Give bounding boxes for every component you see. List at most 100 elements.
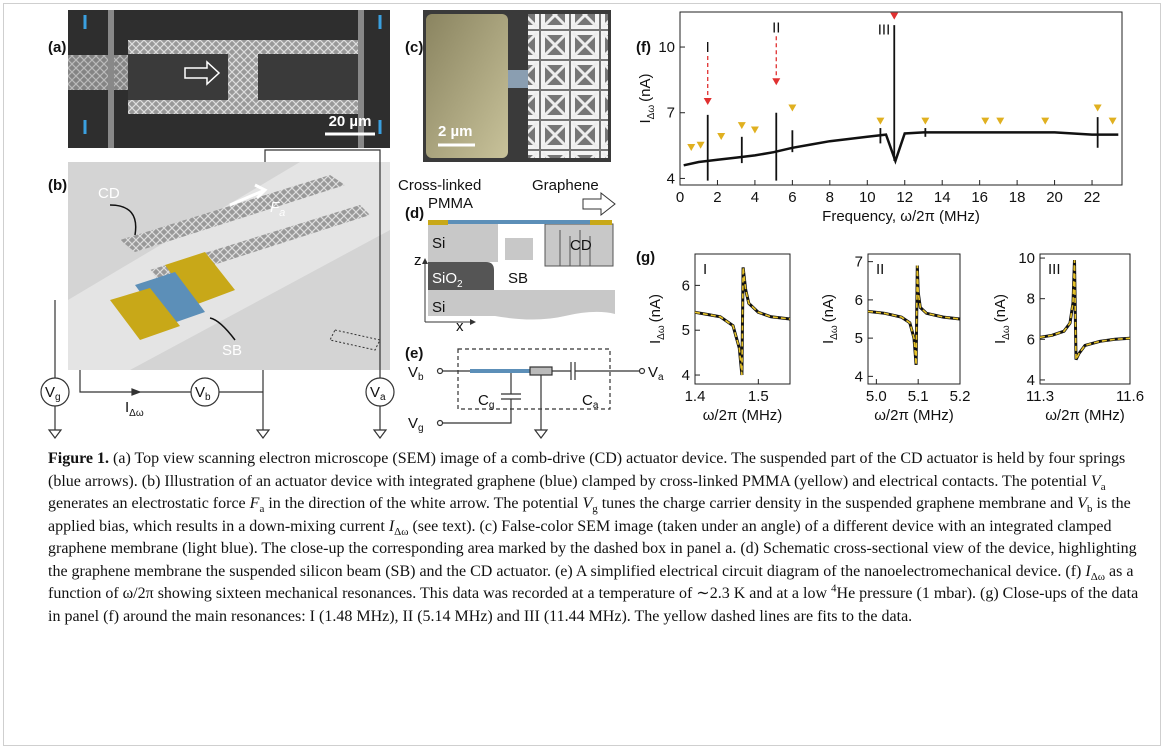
- subpanel-label: I: [703, 261, 707, 278]
- cross-section: [422, 191, 616, 325]
- caption-run: a: [1100, 480, 1106, 493]
- panel-label: (f): [636, 39, 651, 56]
- c-symbol: C: [582, 392, 593, 409]
- sb-label: SB: [508, 270, 528, 287]
- v-sub: a: [658, 372, 664, 383]
- panel-label: (g): [636, 249, 655, 266]
- caption-run: 4: [831, 582, 837, 595]
- x-tick-label: 5.2: [950, 388, 971, 405]
- y-axis-label: IΔω (nA): [637, 73, 657, 123]
- fit-line: [1039, 260, 1131, 360]
- si-label: Si: [432, 235, 445, 252]
- sio2-label: SiO2: [432, 270, 463, 290]
- vb-label: Vb: [408, 364, 424, 383]
- y-label-sub: Δω: [1001, 325, 1012, 340]
- data-line: [683, 131, 1119, 167]
- fit-line: [867, 265, 961, 365]
- y-label-unit: (nA): [647, 294, 664, 322]
- y-label-symbol: I: [820, 340, 837, 344]
- i-sub: Δω: [129, 408, 144, 419]
- caption-run: (see text). (c) False-color SEM image (t…: [48, 517, 1137, 580]
- y-label-sub: Δω: [646, 105, 657, 120]
- circuit-e: [436, 348, 646, 439]
- vg-label: Vg: [408, 415, 424, 434]
- x-axis-label: ω/2π (MHz): [703, 407, 783, 424]
- panel-label: (c): [405, 39, 423, 56]
- peak-marker: [890, 12, 899, 20]
- circuit-b: [40, 149, 395, 439]
- caption-run: b: [1087, 503, 1093, 516]
- caption-run: I: [1085, 562, 1091, 580]
- resonance-marker: [788, 104, 797, 112]
- resonance-marker: [717, 133, 726, 141]
- v-symbol: V: [45, 384, 55, 401]
- y-tick-label: 6: [682, 277, 690, 294]
- panel-label: (d): [405, 205, 424, 222]
- y-label-unit: (nA): [992, 294, 1009, 322]
- x-tick-label: 1.5: [748, 388, 769, 405]
- caption-run: V: [582, 495, 593, 512]
- peak-label: I: [706, 39, 710, 56]
- pmma-label: Cross-linked: [398, 177, 481, 194]
- illustration-b: CD Fa SB: [68, 162, 390, 370]
- resonance-marker: [1093, 104, 1102, 112]
- x-tick-label: 22: [1084, 189, 1101, 206]
- x-tick-label: 12: [896, 189, 913, 206]
- x-tick-label: 0: [676, 189, 684, 206]
- x-tick-label: 11.3: [1026, 388, 1054, 405]
- y-label-sub: Δω: [829, 325, 840, 340]
- caption-run: a: [259, 503, 265, 516]
- x-axis-label: ω/2π (MHz): [874, 407, 954, 424]
- v-symbol: V: [408, 364, 418, 381]
- vb-label: Vb: [195, 384, 211, 403]
- scale-bar-label: 20 µm: [329, 113, 372, 130]
- resonance-marker: [737, 122, 746, 130]
- y-tick-label: 4: [682, 367, 690, 384]
- data-line: [867, 265, 961, 366]
- x-tick-label: 16: [971, 189, 988, 206]
- x-axis-label: ω/2π (MHz): [1045, 407, 1125, 424]
- caption-run: Figure 1.: [48, 450, 110, 467]
- y-tick-label: 4: [855, 368, 863, 385]
- resonance-marker: [876, 117, 885, 125]
- i-symbol: I: [125, 399, 129, 416]
- x-tick-label: 1.4: [685, 388, 706, 405]
- caption: Figure 1. (a) Top view scanning electron…: [48, 448, 1140, 628]
- y-axis-label: IΔω (nA): [820, 294, 840, 344]
- force-symbol: F: [270, 199, 280, 216]
- y-tick-label: 7: [855, 254, 863, 271]
- caption-run: (a) Top view scanning electron microscop…: [48, 450, 1126, 490]
- caption-run: g: [592, 503, 598, 516]
- subpanel-label: II: [876, 261, 884, 278]
- y-tick-label: 4: [1027, 372, 1035, 389]
- resonance-marker: [750, 126, 759, 134]
- panel-label: (b): [48, 177, 67, 194]
- pmma-label: PMMA: [428, 195, 473, 212]
- y-tick-label: 7: [667, 105, 675, 122]
- x-tick-label: 10: [859, 189, 876, 206]
- peak-label: III: [878, 22, 891, 39]
- fit-line: [694, 267, 791, 376]
- v-sub: b: [205, 392, 211, 403]
- y-tick-label: 4: [667, 170, 675, 187]
- plot-frame: [679, 11, 1123, 186]
- y-tick-label: 6: [855, 292, 863, 309]
- va-label: Va: [370, 384, 386, 403]
- y-tick-label: 6: [1027, 331, 1035, 348]
- v-sub: g: [418, 423, 424, 434]
- y-label-unit: (nA): [637, 73, 654, 101]
- x-tick-label: 8: [826, 189, 834, 206]
- graphene-label: Graphene: [532, 177, 599, 194]
- peak-label: II: [772, 19, 780, 36]
- x-tick-label: 5.1: [908, 388, 929, 405]
- caption-run: V: [1090, 472, 1101, 490]
- y-label-symbol: I: [992, 340, 1009, 344]
- resonance-marker: [1041, 117, 1050, 125]
- y-axis-label: IΔω (nA): [647, 294, 667, 344]
- sem-image-c: 2 µm: [423, 10, 611, 162]
- caption-run: He pressure (1 mbar). (g) Close-ups of t…: [48, 585, 1139, 625]
- cg-label: Cg: [478, 392, 494, 411]
- sem-image-a: 20 µm: [68, 10, 390, 148]
- va-label: Va: [648, 364, 664, 383]
- caption-run: V: [1077, 495, 1088, 512]
